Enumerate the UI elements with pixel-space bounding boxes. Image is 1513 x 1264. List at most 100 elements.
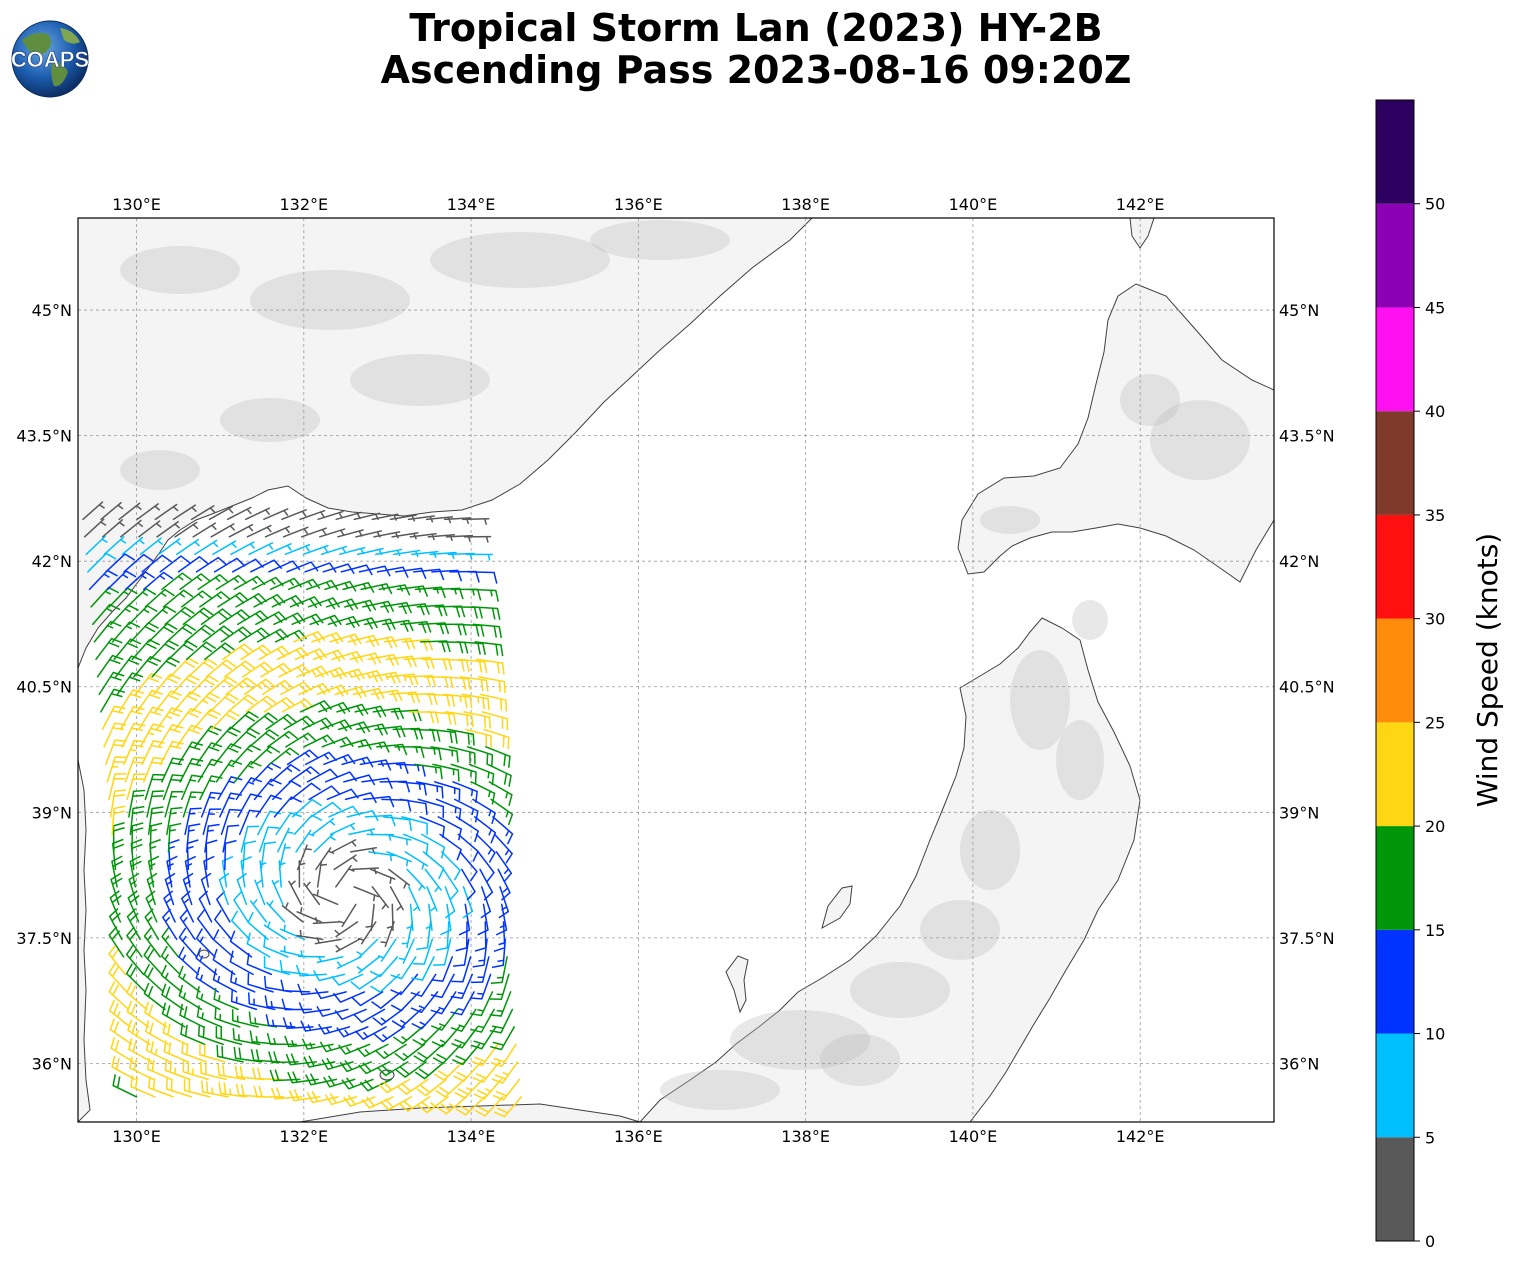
wind-barb — [88, 569, 118, 591]
wind-barb — [465, 728, 492, 748]
wind-barb — [110, 872, 123, 906]
wind-barb — [312, 917, 341, 925]
colorbar-tick-label: 45 — [1425, 298, 1445, 317]
wind-barb — [144, 1001, 168, 1028]
wind-barb — [232, 1028, 261, 1046]
wind-barb — [353, 886, 379, 902]
wind-barb — [293, 630, 326, 644]
wind-barb — [146, 790, 165, 818]
wind-barb — [350, 670, 384, 683]
wind-barb — [143, 926, 161, 958]
wind-barb — [103, 722, 127, 748]
wind-barb — [311, 817, 336, 836]
wind-barb — [474, 641, 504, 657]
wind-barb — [175, 538, 201, 556]
wind-barb — [210, 523, 236, 538]
wind-barb — [459, 676, 489, 692]
wind-barb — [354, 1026, 387, 1040]
land-asia-mainland — [78, 218, 813, 669]
wind-barb — [335, 938, 361, 953]
wind-barb — [390, 956, 417, 980]
wind-barb — [199, 775, 223, 801]
wind-barb — [209, 693, 239, 713]
wind-barb — [226, 506, 252, 521]
wind-barb — [149, 822, 163, 853]
wind-barb — [458, 658, 488, 674]
wind-barb — [116, 672, 144, 696]
wind-barb — [164, 1058, 191, 1081]
wind-barb — [128, 605, 158, 626]
wind-barb — [108, 981, 130, 1011]
wind-barb — [360, 583, 393, 595]
wind-barb — [180, 890, 195, 923]
wind-barb — [263, 921, 287, 941]
wind-barb — [455, 921, 468, 952]
wind-barb — [417, 798, 445, 818]
colorbar: 0 5 10 15 20 25 30 35 40 45 50 Wind Speed (knots) — [1375, 99, 1504, 1251]
wind-barb — [363, 618, 396, 631]
wind-barb — [306, 579, 339, 591]
wind-barb — [316, 860, 328, 888]
wind-barb — [171, 674, 200, 696]
colorbar-bin — [1376, 929, 1414, 1034]
wind-barb — [319, 719, 353, 732]
wind-barb — [118, 502, 142, 521]
wind-barb — [108, 962, 128, 993]
wind-barb — [126, 908, 141, 941]
wind-barb — [148, 1076, 174, 1098]
wind-barb — [264, 525, 291, 538]
wind-barb — [298, 682, 331, 696]
wind-barb — [131, 639, 161, 661]
wind-barb — [384, 833, 412, 846]
wind-barb — [341, 1077, 374, 1090]
wind-barb — [235, 777, 263, 801]
wind-barb — [316, 684, 349, 697]
wind-barb — [437, 816, 462, 841]
wind-barb — [184, 855, 197, 888]
wind-barb — [178, 927, 198, 958]
wind-barb — [365, 636, 398, 649]
colorbar-bin — [1376, 722, 1414, 827]
wind-barb — [331, 973, 364, 986]
wind-barb — [474, 1096, 504, 1117]
wind-barb — [190, 692, 220, 713]
wind-barb — [424, 868, 442, 893]
wind-barb — [87, 552, 117, 573]
wind-barb — [164, 606, 195, 626]
wind-barb — [279, 924, 306, 941]
land-noto-peninsula — [725, 955, 749, 1014]
wind-barb — [498, 886, 510, 919]
wind-barb — [332, 991, 366, 1003]
wind-barb — [127, 1019, 151, 1046]
wind-barb — [120, 519, 144, 538]
wind-barb — [108, 587, 138, 608]
wind-barb — [434, 781, 461, 801]
wind-barb — [356, 938, 379, 959]
wind-barb — [199, 1043, 226, 1063]
wind-barb — [316, 955, 344, 964]
wind-barb — [408, 886, 421, 912]
wind-barb — [223, 660, 255, 678]
wind-barb — [380, 601, 413, 615]
map-frame — [77, 217, 1275, 1123]
wind-barb — [417, 1096, 449, 1114]
wind-barb — [456, 641, 486, 655]
wind-barb — [398, 1096, 431, 1112]
wind-barb — [391, 1008, 422, 1028]
wind-barb — [271, 879, 284, 906]
wind-barb — [126, 981, 148, 1011]
wind-barb — [121, 722, 146, 748]
wind-barb — [160, 945, 181, 976]
wind-barb — [182, 791, 203, 818]
wind-barb — [255, 794, 282, 818]
wind-barb — [290, 782, 322, 801]
wind-barb — [109, 999, 131, 1028]
wind-barb — [321, 736, 354, 748]
wind-barb — [470, 1008, 495, 1033]
wind-barb — [85, 535, 108, 556]
wind-barb — [178, 965, 201, 993]
wind-barb — [110, 1037, 135, 1063]
wind-barb — [371, 886, 390, 910]
wind-barb — [297, 983, 329, 996]
wind-barb — [470, 991, 494, 1017]
